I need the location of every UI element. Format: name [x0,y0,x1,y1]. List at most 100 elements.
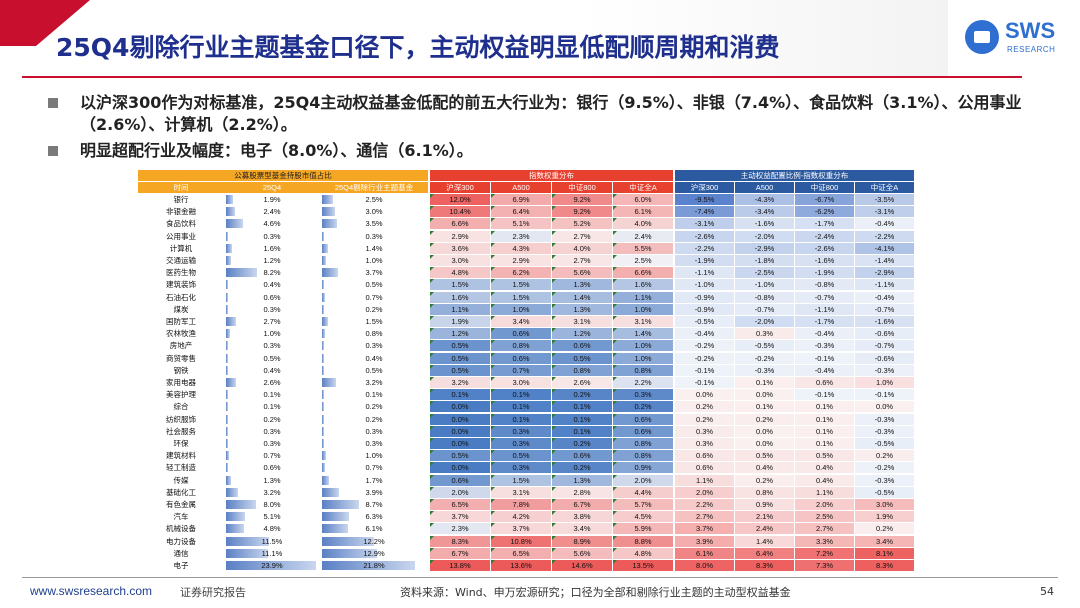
q4-weight-bar [226,402,228,412]
corner-marker-icon [491,401,495,406]
q4ex-weight-value: 12.9% [363,548,385,558]
weight-diff-cell: -0.5% [735,340,794,352]
corner-marker-icon [491,316,495,320]
q4-weight-bar [226,243,232,253]
weight-diff-cell: -1.0% [735,279,794,291]
industry-name: 家用电器 [166,378,196,387]
weight-diff-cell: -0.5% [675,316,734,327]
corner-marker-icon [552,413,556,418]
q4ex-weight-value: 6.1% [365,524,383,534]
industry-name: 社会服务 [166,426,196,436]
weight-diff-cell: 0.0% [675,389,734,401]
corner-marker-icon [552,316,556,320]
corner-marker-icon [430,364,434,369]
q4ex-weight-value: 0.5% [365,365,383,375]
q4ex-weight-bar [322,512,349,522]
index-weight-cell: 0.0% [430,438,490,449]
index-weight-cell: 6.2% [491,267,551,279]
weight-diff-cell: 2.7% [675,511,734,523]
q4-weight-bar [226,390,228,400]
weight-diff-cell: -0.3% [795,340,854,352]
q4-weight-bar [226,500,256,509]
index-weight-cell: 1.9% [430,316,490,327]
table-row: 商贸零售 0.5% 0.4% 0.5% 0.6% 0.5% 1.0% -0.2% -0.2% -0… [138,352,914,365]
q4ex-weight-value: 6.3% [365,512,383,522]
corner-marker-icon [613,413,617,418]
corner-marker-icon [613,462,617,467]
corner-marker-icon [613,352,617,357]
q4ex-weight-bar [322,207,335,217]
corner-marker-icon [552,511,556,516]
q4-weight-bar [226,414,228,424]
weight-diff-cell: 0.0% [855,401,914,413]
corner-marker-icon [613,279,617,284]
corner-marker-icon [430,474,434,479]
index-weight-cell: 14.6% [552,560,612,571]
q4ex-weight-value: 8.7% [365,500,383,509]
q4ex-weight-value: 3.7% [365,268,383,278]
weight-diff-cell: -0.2% [675,340,734,352]
q4ex-weight-value: 3.2% [365,378,383,387]
weight-diff-cell: 0.2% [675,401,734,413]
weight-diff-cell: -0.3% [735,364,794,376]
q4ex-weight-bar [322,414,324,424]
weight-diff-cell: 1.1% [795,486,854,498]
corner-marker-icon [552,340,556,345]
q4-weight-value: 4.6% [263,219,281,229]
corner-marker-icon [430,242,434,247]
index-weight-cell: 2.7% [552,255,612,266]
corner-marker-icon [613,523,617,528]
q4ex-weight-value: 0.1% [365,390,383,400]
q4-weight-value: 0.4% [263,280,281,290]
table-row: 建筑材料 0.7% 1.0% 0.5% 0.5% 0.6% 0.8% 0.6% 0.5% 0.5%… [138,450,914,462]
index-weight-cell: 0.8% [613,438,673,449]
page-title: 25Q4剔除行业主题基金口径下，主动权益明显低配顺周期和消费 [56,33,780,62]
table-row: 房地产 0.3% 0.3% 0.5% 0.8% 0.6% 1.0% -0.2% -0.5% -0.… [138,340,914,352]
q4-weight-bar [226,353,228,363]
weight-diff-cell: -1.6% [855,316,914,327]
title-background [28,0,948,78]
index-weight-cell: 8.3% [430,535,490,547]
table-row: 基础化工 3.2% 3.9% 2.0% 3.1% 2.8% 4.4% 2.0% 0.8% 1.1%… [138,486,914,499]
col-diff-zzqa-header: 中证全A [855,182,914,193]
index-weight-cell: 2.0% [613,474,673,486]
table-row: 电力设备 11.5% 12.2% 8.3% 10.8% 8.9% 8.8% 3.9% 1.4% 3… [138,535,914,548]
index-weight-cell: 0.5% [430,352,490,364]
weight-diff-cell: -3.1% [855,206,914,218]
index-weight-cell: 8.9% [552,535,612,547]
industry-name: 纺织服饰 [166,414,196,424]
q4-weight-bar [226,256,231,265]
index-weight-cell: 6.7% [552,499,612,510]
corner-marker-icon [552,425,556,430]
corner-marker-icon [430,303,434,308]
industry-name: 传媒 [173,475,189,485]
corner-marker-icon [491,267,495,272]
index-weight-cell: 1.2% [552,328,612,340]
weight-diff-cell: 1.1% [675,474,734,486]
corner-marker-icon [430,279,434,284]
index-weight-cell: 0.6% [552,450,612,462]
corner-marker-icon [430,316,434,320]
q4-weight-value: 0.3% [263,439,281,448]
page-number: 54 [1040,585,1054,598]
q4-weight-value: 1.2% [263,256,281,265]
footer-website-link[interactable]: www.swsresearch.com [30,584,153,598]
index-weight-cell: 1.0% [491,303,551,315]
bullet-text: 以沪深300作为对标基准，25Q4主动权益基金低配的前五大行业为：银行（9.5%… [80,93,1022,134]
table-row: 通信 11.1% 12.9% 6.7% 6.5% 5.6% 4.8% 6.1% 6.4% 7.2%… [138,547,914,560]
corner-marker-icon [430,499,434,503]
index-weight-cell: 3.6% [430,242,490,254]
index-weight-cell: 7.8% [491,499,551,510]
weight-diff-cell: -7.4% [675,206,734,218]
corner-marker-icon [491,206,495,211]
q4-weight-value: 1.9% [263,195,281,204]
index-weight-cell: 3.2% [430,377,490,388]
corner-marker-icon [552,462,556,467]
q4-weight-bar [226,475,231,485]
weight-diff-cell: -1.6% [735,218,794,230]
industry-name: 非银金融 [166,207,196,217]
table-row: 交通运输 1.2% 1.0% 3.0% 2.9% 2.7% 2.5% -1.9% -1.8% -1… [138,255,914,267]
q4ex-weight-value: 3.0% [365,207,383,217]
table-row: 纺织服饰 0.2% 0.2% 0.0% 0.1% 0.1% 0.6% 0.2% 0.2% 0.1%… [138,413,914,426]
q4ex-weight-bar [322,402,324,412]
